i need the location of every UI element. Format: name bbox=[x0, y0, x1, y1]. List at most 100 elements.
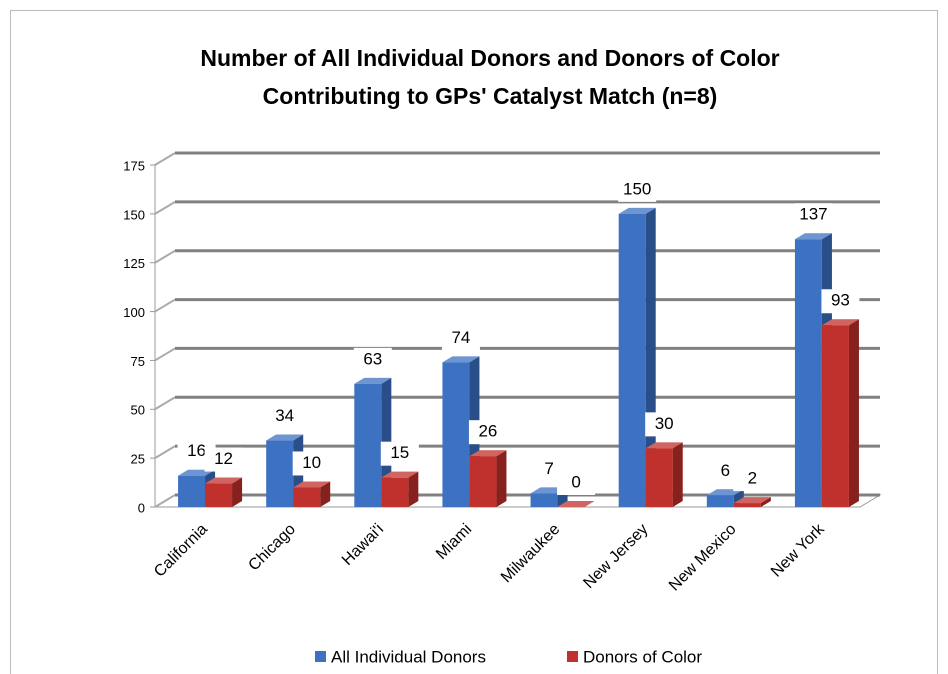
bar-front bbox=[733, 503, 761, 507]
y-tick-label: 0 bbox=[138, 500, 145, 515]
data-label: 12 bbox=[214, 449, 233, 468]
bar-side bbox=[496, 450, 507, 507]
data-label-bg bbox=[733, 467, 772, 492]
bar-top-shade bbox=[205, 477, 243, 484]
bar bbox=[293, 481, 331, 507]
bar-top-shade bbox=[354, 377, 392, 384]
grid-line bbox=[154, 298, 176, 313]
bar-top-shade bbox=[557, 501, 595, 507]
bar-top-shade bbox=[645, 442, 683, 449]
y-tick-label: 100 bbox=[123, 305, 145, 320]
bar-top bbox=[381, 471, 419, 478]
bar bbox=[645, 442, 683, 507]
y-tick-label: 25 bbox=[131, 452, 145, 467]
grid-line bbox=[154, 494, 176, 508]
bar-front bbox=[205, 483, 233, 507]
data-label: 0 bbox=[571, 472, 580, 491]
bar-top bbox=[266, 434, 304, 441]
y-tick-label: 175 bbox=[123, 158, 145, 173]
chart-title: Number of All Individual Donors and Dono… bbox=[200, 45, 779, 71]
data-label: 63 bbox=[363, 349, 382, 368]
data-label: 74 bbox=[451, 328, 470, 347]
bar bbox=[205, 477, 243, 507]
data-label-bg bbox=[441, 326, 480, 351]
chart-title: Contributing to GPs' Catalyst Match (n=8… bbox=[263, 83, 718, 109]
bar-front bbox=[706, 495, 734, 507]
data-label-bg bbox=[821, 289, 860, 314]
bar-top bbox=[354, 377, 392, 384]
data-label: 6 bbox=[721, 461, 730, 480]
data-label: 2 bbox=[748, 469, 757, 488]
legend-swatch bbox=[315, 651, 326, 662]
bar-top-shade bbox=[618, 207, 656, 214]
data-label-bg bbox=[380, 441, 419, 466]
bar-top bbox=[205, 477, 243, 484]
bar-top bbox=[733, 497, 771, 504]
data-label-bg bbox=[353, 347, 392, 372]
bar-top-shade bbox=[442, 356, 480, 363]
bar-side bbox=[320, 481, 331, 507]
bar-front bbox=[293, 487, 321, 507]
data-label: 34 bbox=[275, 406, 294, 425]
data-label: 10 bbox=[302, 453, 321, 472]
bar-front bbox=[381, 477, 409, 507]
data-label-bg bbox=[468, 420, 507, 445]
bar-front bbox=[442, 362, 470, 507]
grid-line bbox=[154, 249, 176, 264]
grid-line bbox=[154, 445, 176, 460]
bar-side-shade bbox=[232, 477, 243, 507]
bar-side-shade bbox=[760, 497, 771, 507]
bar-side bbox=[672, 442, 683, 507]
data-label-bg bbox=[645, 412, 684, 437]
data-label: 137 bbox=[799, 205, 827, 224]
bar-front bbox=[618, 213, 646, 507]
bar-top bbox=[469, 450, 507, 457]
data-label: 150 bbox=[623, 179, 651, 198]
data-label-bg bbox=[265, 404, 304, 429]
bar-side-shade bbox=[848, 319, 859, 507]
bar-front bbox=[645, 448, 673, 507]
data-label: 30 bbox=[655, 414, 674, 433]
bar-side-shade bbox=[408, 471, 419, 507]
bar-top bbox=[293, 481, 331, 488]
bar-top bbox=[821, 319, 859, 326]
bar-top bbox=[645, 442, 683, 449]
data-label: 16 bbox=[187, 441, 206, 460]
y-tick-label: 125 bbox=[123, 256, 145, 271]
bar-side-shade bbox=[496, 450, 507, 507]
bar bbox=[821, 319, 859, 507]
y-tick-label: 150 bbox=[123, 207, 145, 222]
bar-top-shade bbox=[469, 450, 507, 457]
bar-top-shade bbox=[821, 319, 859, 326]
bar-side bbox=[232, 477, 243, 507]
grid-line bbox=[154, 200, 176, 215]
bar-side bbox=[760, 497, 771, 507]
grid-line bbox=[154, 396, 176, 411]
data-label: 93 bbox=[831, 291, 850, 310]
data-label-bg bbox=[618, 177, 657, 202]
bar-side-shade bbox=[320, 481, 331, 507]
bar-top-shade bbox=[794, 233, 832, 240]
data-label-bg bbox=[204, 447, 243, 472]
legend-label: All Individual Donors bbox=[331, 647, 486, 666]
bar-front bbox=[530, 493, 558, 507]
bar-front bbox=[178, 475, 206, 507]
bar-top-shade bbox=[266, 434, 304, 441]
data-label-bg bbox=[292, 451, 331, 476]
bar-side-shade bbox=[672, 442, 683, 507]
bar-top-shade bbox=[733, 497, 771, 504]
legend-label: Donors of Color bbox=[583, 647, 702, 666]
grid-line bbox=[154, 152, 176, 166]
bar-front bbox=[794, 239, 822, 507]
bar-top-shade bbox=[293, 481, 331, 488]
bar-top bbox=[557, 501, 595, 507]
floor bbox=[153, 494, 882, 508]
bar bbox=[381, 471, 419, 507]
bar-top-shade bbox=[381, 471, 419, 478]
bar-front bbox=[821, 325, 849, 507]
bar bbox=[469, 450, 507, 507]
y-tick-label: 75 bbox=[131, 354, 145, 369]
bar-front bbox=[266, 440, 294, 507]
legend-swatch bbox=[567, 651, 578, 662]
